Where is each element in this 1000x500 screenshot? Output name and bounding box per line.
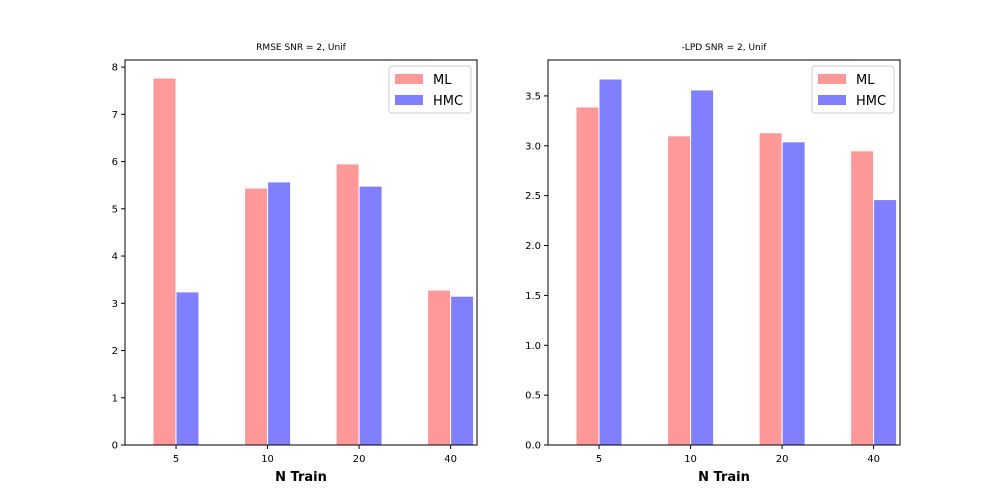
legend-swatch-ml — [818, 74, 846, 84]
y-tick-label: 0 — [112, 441, 118, 452]
y-tick-label: 6 — [112, 157, 118, 168]
x-tick-label: 5 — [173, 454, 179, 465]
y-tick-label: 1.5 — [525, 291, 541, 302]
x-tick-label: 10 — [684, 454, 697, 465]
bar-hmc-10 — [690, 89, 715, 446]
y-tick-label: 2.5 — [525, 191, 541, 202]
legend-label-hmc: HMC — [856, 94, 886, 109]
bar-ml-10 — [244, 187, 269, 446]
bar-ml-5 — [575, 106, 600, 446]
x-tick-label: 20 — [353, 454, 366, 465]
chart-panel-2: -LPD SNR = 2, Unif 5 10 20 40 0.0 0.5 1.0 1.5 2.0… — [525, 43, 901, 485]
bar-ml-10 — [667, 135, 692, 446]
bar-ml-40 — [427, 289, 452, 446]
y-tick-label: 2.0 — [525, 241, 541, 252]
legend-swatch-hmc — [395, 95, 423, 105]
axes-frame — [124, 59, 478, 446]
bar-ml-20 — [335, 163, 360, 446]
x-axis-label: N Train — [275, 470, 327, 485]
y-tick-label: 2 — [112, 346, 118, 357]
bar-hmc-10 — [267, 181, 292, 446]
bar-hmc-40 — [450, 295, 475, 446]
legend-label-ml: ML — [433, 73, 452, 88]
legend-label-hmc: HMC — [433, 94, 463, 109]
bar-ml-5 — [152, 77, 177, 446]
axes-frame — [547, 59, 901, 446]
chart-title: -LPD SNR = 2, Unif — [682, 43, 768, 53]
chart-title: RMSE SNR = 2, Unif — [256, 43, 346, 53]
y-tick-label: 3.0 — [525, 141, 541, 152]
y-tick-label: 8 — [112, 63, 118, 74]
x-axis-label: N Train — [698, 470, 750, 485]
x-tick-label: 40 — [867, 454, 880, 465]
bar-hmc-5 — [598, 78, 623, 446]
bar-hmc-5 — [175, 291, 200, 446]
y-tick-label: 1.0 — [525, 341, 541, 352]
x-tick-label: 10 — [261, 454, 274, 465]
chart-panel-1: RMSE SNR = 2, Unif 5 10 20 40 0 1 2 3 4 5 6 7 8 N Trai… — [112, 43, 478, 485]
y-tick-label: 0.5 — [525, 391, 541, 402]
bar-ml-20 — [758, 132, 783, 446]
y-tick-label: 5 — [112, 204, 118, 215]
y-tick-label: 1 — [112, 393, 118, 404]
bar-ml-40 — [850, 150, 875, 446]
y-tick-label: 3.5 — [525, 91, 541, 102]
x-tick-label: 20 — [776, 454, 789, 465]
bar-hmc-20 — [781, 141, 806, 446]
y-tick-label: 7 — [112, 110, 118, 121]
y-tick-label: 0.0 — [525, 441, 541, 452]
legend-swatch-ml — [395, 74, 423, 84]
bar-hmc-20 — [358, 185, 383, 446]
legend-swatch-hmc — [818, 95, 846, 105]
x-tick-label: 40 — [444, 454, 457, 465]
legend-label-ml: ML — [856, 73, 875, 88]
y-tick-label: 3 — [112, 299, 118, 310]
y-tick-label: 4 — [112, 252, 118, 263]
x-tick-label: 5 — [596, 454, 602, 465]
bar-hmc-40 — [873, 199, 898, 446]
